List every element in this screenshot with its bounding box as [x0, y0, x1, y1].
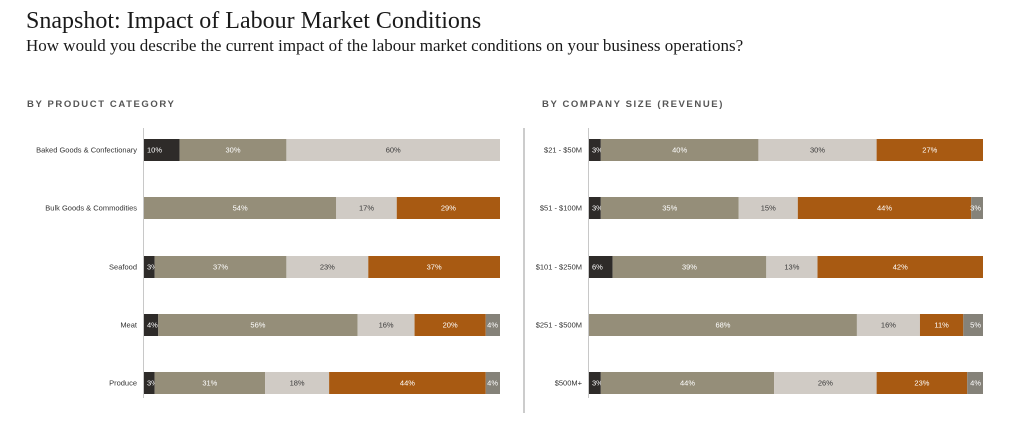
size-category-label: $51 - $100M [540, 204, 582, 213]
size-bar-segment [919, 314, 964, 336]
product-category-heading: BY PRODUCT CATEGORY [27, 99, 176, 110]
size-bar-segment [766, 256, 818, 278]
size-value-label: 44% [877, 204, 892, 213]
size-bar-segment [774, 372, 877, 394]
product-value-label: 18% [290, 379, 305, 388]
size-value-label: 39% [682, 263, 697, 272]
product-value-label: 56% [250, 321, 265, 330]
size-category-label: $251 - $500M [536, 321, 582, 330]
product-bar-segment [179, 139, 287, 161]
size-category-label: $500M+ [555, 379, 583, 388]
product-bar-segment [154, 256, 287, 278]
size-bar-segment [876, 372, 968, 394]
product-bar-segment [144, 256, 155, 278]
product-bar-segment [286, 256, 369, 278]
product-bar-segment [158, 314, 358, 336]
product-value-label: 4% [487, 379, 498, 388]
size-bar-segment [963, 314, 983, 336]
size-bar-segment [758, 139, 877, 161]
size-bar-segment [600, 372, 775, 394]
size-value-label: 42% [893, 263, 908, 272]
size-value-label: 11% [934, 321, 949, 330]
product-bar-segment [144, 314, 159, 336]
product-value-label: 4% [487, 321, 498, 330]
size-bar-segment [738, 197, 798, 219]
product-bar-segment [265, 372, 330, 394]
size-bar-segment [876, 139, 983, 161]
product-value-label: 44% [400, 379, 415, 388]
product-bar-segment [286, 139, 500, 161]
product-value-label: 20% [443, 321, 458, 330]
product-bar-segment [144, 372, 155, 394]
product-category-label: Seafood [109, 263, 137, 272]
product-bar-segment [368, 256, 500, 278]
product-category-label: Produce [109, 379, 137, 388]
size-value-label: 44% [680, 379, 695, 388]
size-value-label: 40% [672, 146, 687, 155]
product-bar-segment [154, 372, 266, 394]
size-bar-segment [967, 372, 983, 394]
page-subtitle: How would you describe the current impac… [26, 36, 744, 55]
product-value-label: 37% [427, 263, 442, 272]
product-value-label: 16% [379, 321, 394, 330]
product-value-label: 31% [202, 379, 217, 388]
product-bar-segment [485, 314, 500, 336]
size-value-label: 26% [818, 379, 833, 388]
size-value-label: 15% [761, 204, 776, 213]
product-value-label: 3% [147, 263, 158, 272]
product-value-label: 17% [359, 204, 374, 213]
size-bar-segment [589, 372, 601, 394]
size-bar-segment [612, 256, 767, 278]
product-category-label: Baked Goods & Confectionary [36, 146, 137, 155]
size-bar-segment [589, 314, 857, 336]
size-value-label: 35% [662, 204, 677, 213]
product-category-label: Bulk Goods & Commodities [45, 204, 137, 213]
product-value-label: 29% [441, 204, 456, 213]
size-value-label: 3% [592, 204, 603, 213]
product-bar-segment [329, 372, 486, 394]
page-title: Snapshot: Impact of Labour Market Condit… [26, 8, 482, 34]
size-bar-segment [856, 314, 920, 336]
product-bar-segment [396, 197, 500, 219]
size-value-label: 6% [592, 263, 603, 272]
size-bar-segment [589, 256, 613, 278]
size-category-label: $21 - $50M [544, 146, 582, 155]
product-value-label: 60% [386, 146, 401, 155]
product-value-label: 54% [233, 204, 248, 213]
product-bar-segment [357, 314, 415, 336]
size-bar-segment [817, 256, 983, 278]
product-bar-segment [485, 372, 500, 394]
size-bar-segment [589, 139, 601, 161]
size-value-label: 30% [810, 146, 825, 155]
company-size-heading: BY COMPANY SIZE (REVENUE) [542, 99, 724, 110]
size-value-label: 3% [592, 379, 603, 388]
size-value-label: 5% [970, 321, 981, 330]
size-value-label: 3% [592, 146, 603, 155]
product-category-label: Meat [120, 321, 138, 330]
size-value-label: 4% [970, 379, 981, 388]
size-value-label: 3% [970, 204, 981, 213]
size-bar-segment [971, 197, 983, 219]
product-bar-segment [144, 197, 337, 219]
size-bar-segment [797, 197, 972, 219]
size-bar-segment [600, 197, 739, 219]
product-value-label: 4% [147, 321, 158, 330]
size-value-label: 16% [881, 321, 896, 330]
size-value-label: 27% [922, 146, 937, 155]
size-value-label: 23% [914, 379, 929, 388]
size-category-label: $101 - $250M [536, 263, 582, 272]
product-value-label: 30% [225, 146, 240, 155]
product-value-label: 37% [213, 263, 228, 272]
size-value-label: 13% [784, 263, 799, 272]
product-bar-segment [144, 139, 180, 161]
size-value-label: 68% [715, 321, 730, 330]
size-bar-segment [600, 139, 759, 161]
size-bar-segment [589, 197, 601, 219]
product-bar-segment [414, 314, 486, 336]
product-value-label: 23% [320, 263, 335, 272]
product-value-label: 3% [147, 379, 158, 388]
product-value-label: 10% [147, 146, 162, 155]
product-bar-segment [336, 197, 397, 219]
